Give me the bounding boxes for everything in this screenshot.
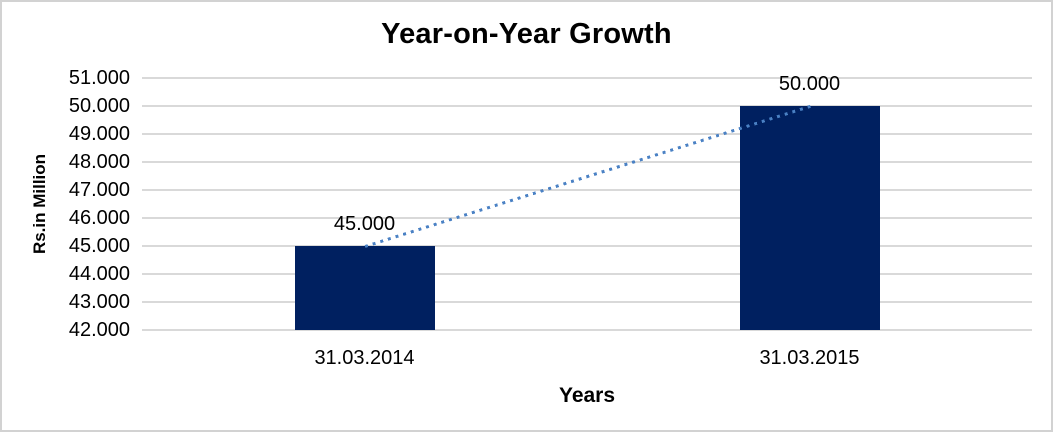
gridline <box>142 133 1032 135</box>
y-tick-label: 47.000 <box>68 179 130 201</box>
y-tick-label: 43.000 <box>68 291 130 313</box>
y-tick-label: 45.000 <box>68 235 130 257</box>
chart-title: Year-on-Year Growth <box>381 18 672 50</box>
x-tick-label: 31.03.2015 <box>759 347 860 369</box>
gridline <box>142 329 1032 331</box>
x-tick-label: 31.03.2014 <box>314 347 415 369</box>
gridline <box>142 161 1032 163</box>
gridline <box>142 273 1032 275</box>
y-tick-label: 42.000 <box>68 319 130 341</box>
x-axis-title: Years <box>558 384 616 407</box>
gridline <box>142 217 1032 219</box>
bar-value-label: 45.000 <box>333 213 396 235</box>
y-tick-label: 46.000 <box>68 207 130 229</box>
gridline <box>142 105 1032 107</box>
bar-31.03.2014 <box>294 246 435 330</box>
bar-value-label: 50.000 <box>778 73 841 95</box>
y-tick-label: 49.000 <box>68 123 130 145</box>
gridline <box>142 301 1032 303</box>
y-tick-label: 44.000 <box>68 263 130 285</box>
gridline <box>142 189 1032 191</box>
gridline <box>142 77 1032 79</box>
y-tick-label: 50.000 <box>68 95 130 117</box>
y-tick-label: 48.000 <box>68 151 130 173</box>
gridline <box>142 245 1032 247</box>
bar-31.03.2015 <box>739 106 880 330</box>
y-tick-label: 51.000 <box>68 67 130 89</box>
